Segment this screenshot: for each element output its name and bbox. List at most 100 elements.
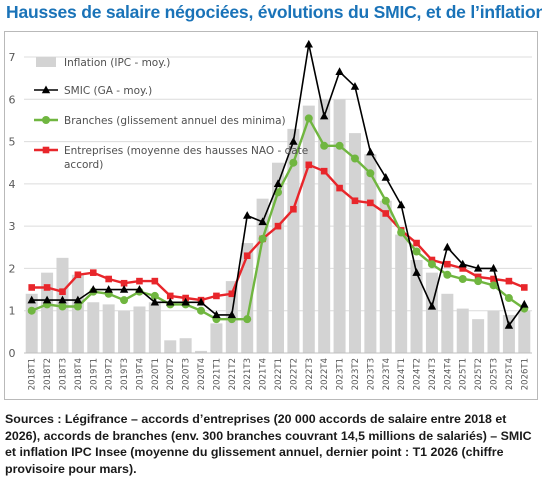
- x-tick-label: 2022T2: [289, 358, 299, 390]
- entreprises-point: [413, 239, 420, 247]
- x-tick-label: 2020T3: [182, 358, 192, 390]
- x-tick-label: 2018T2: [43, 358, 53, 390]
- entreprises-point: [136, 277, 143, 285]
- inflation-bar: [102, 304, 115, 353]
- entreprises-point: [474, 273, 482, 281]
- entreprises-point: [243, 252, 251, 260]
- smic-point: [42, 295, 52, 304]
- smic-point: [273, 179, 283, 188]
- branches-point: [73, 302, 82, 311]
- entreprises-point: [151, 277, 159, 285]
- x-tick-label: 2025T1: [459, 358, 469, 390]
- entreprises-point: [490, 275, 497, 283]
- entreprises-point: [459, 265, 467, 272]
- inflation-bar: [148, 302, 161, 353]
- smic-point: [350, 82, 360, 90]
- inflation-bar: [87, 302, 100, 353]
- smic-point: [427, 301, 437, 310]
- branches-point: [197, 306, 206, 315]
- inflation-bar: [518, 310, 531, 353]
- smic-point: [304, 39, 313, 48]
- branches-point: [412, 247, 421, 256]
- x-tick-label: 2022T3: [305, 358, 315, 390]
- x-tick-label: 2018T3: [58, 358, 68, 390]
- inflation-bar: [364, 154, 377, 353]
- y-tick-label: 4: [9, 178, 16, 191]
- smic-point: [443, 242, 452, 251]
- entreprises-point: [351, 197, 359, 205]
- inflation-bar: [441, 293, 454, 353]
- smic-point: [166, 297, 175, 306]
- chart-legend: Inflation (IPC - moy.) SMIC (GA - moy.) Br…: [34, 57, 308, 171]
- branches-point: [320, 141, 329, 150]
- smic-point: [412, 268, 421, 276]
- y-tick-label: 5: [9, 136, 16, 149]
- smic-point: [181, 297, 190, 306]
- branches-point: [381, 196, 390, 205]
- entreprises-point: [444, 260, 451, 268]
- branches-point: [42, 116, 50, 124]
- entreprises-point: [43, 284, 51, 291]
- smic-point: [458, 259, 467, 268]
- branches-point: [258, 234, 267, 243]
- entreprises-point: [290, 205, 297, 213]
- inflation-bar: [425, 272, 438, 353]
- x-tick-label: 2022T4: [320, 358, 330, 390]
- inflation-bar: [241, 243, 254, 353]
- entreprises-point: [213, 292, 220, 300]
- x-tick-label: 2021T1: [212, 358, 222, 390]
- inflation-bar: [395, 234, 408, 353]
- x-tick-label: 2022T1: [274, 358, 284, 390]
- branches-point: [489, 281, 498, 290]
- smic-point: [243, 211, 252, 219]
- smic-point: [319, 111, 329, 120]
- smic-point: [104, 285, 113, 293]
- entreprises-point: [305, 161, 313, 169]
- x-tick-label: 2023T2: [351, 358, 361, 390]
- smic-point: [58, 295, 67, 304]
- legend-label-entreprises: Entreprises (moyenne des hausses NAO - d…: [64, 145, 308, 171]
- branches-point: [427, 260, 436, 269]
- legend-label: Inflation (IPC - moy.): [64, 57, 170, 69]
- y-tick-label: 0: [9, 347, 16, 360]
- x-tick-label: 2019T1: [89, 358, 99, 390]
- source-note: Sources : Légifrance – accords d’entrepr…: [5, 412, 532, 476]
- chart-svg: 0 1 2 3 4 5 6 7 2018T1 2018T2 2018T3 2018T4 2019T1 20…: [9, 39, 532, 390]
- smic-point: [258, 217, 267, 226]
- smic-point: [289, 137, 298, 145]
- inflation-bar: [271, 162, 285, 353]
- inflation-bar: [502, 314, 515, 353]
- smic-point: [41, 85, 51, 94]
- smic-point: [504, 321, 514, 329]
- entreprises-point: [89, 269, 97, 276]
- entreprises-point: [105, 275, 112, 283]
- inflation-bar: [287, 128, 300, 353]
- branches-point: [150, 291, 159, 300]
- x-tick-label: 2020T4: [197, 358, 207, 390]
- y-tick-label: 7: [9, 51, 16, 64]
- x-tick-label: 2021T4: [259, 358, 269, 390]
- inflation-bar: [333, 99, 346, 354]
- inflation-bar: [348, 133, 361, 353]
- inflation-bar: [164, 340, 177, 353]
- smic-point: [381, 173, 390, 181]
- inflation-bar: [410, 259, 423, 353]
- x-tick-label: 2019T2: [105, 358, 115, 390]
- x-tick-label: 2019T4: [135, 358, 145, 390]
- inflation-bar: [195, 350, 208, 353]
- x-tick-label: 2019T3: [120, 358, 130, 390]
- entreprises-point: [336, 184, 343, 192]
- smic-point: [89, 285, 98, 293]
- entreprises-point: [320, 167, 328, 175]
- entreprises-point: [59, 288, 66, 295]
- entreprises-point: [28, 284, 35, 291]
- series-lines: [27, 39, 529, 329]
- entreprises-point: [274, 222, 282, 230]
- smic-point: [227, 310, 237, 319]
- legend-label: Branches (glissement annuel des minima): [64, 115, 286, 127]
- smic-point: [489, 263, 498, 272]
- inflation-bar: [71, 274, 84, 353]
- smic-point: [520, 299, 529, 308]
- entreprises-point: [521, 284, 528, 291]
- entreprises-point: [120, 279, 128, 287]
